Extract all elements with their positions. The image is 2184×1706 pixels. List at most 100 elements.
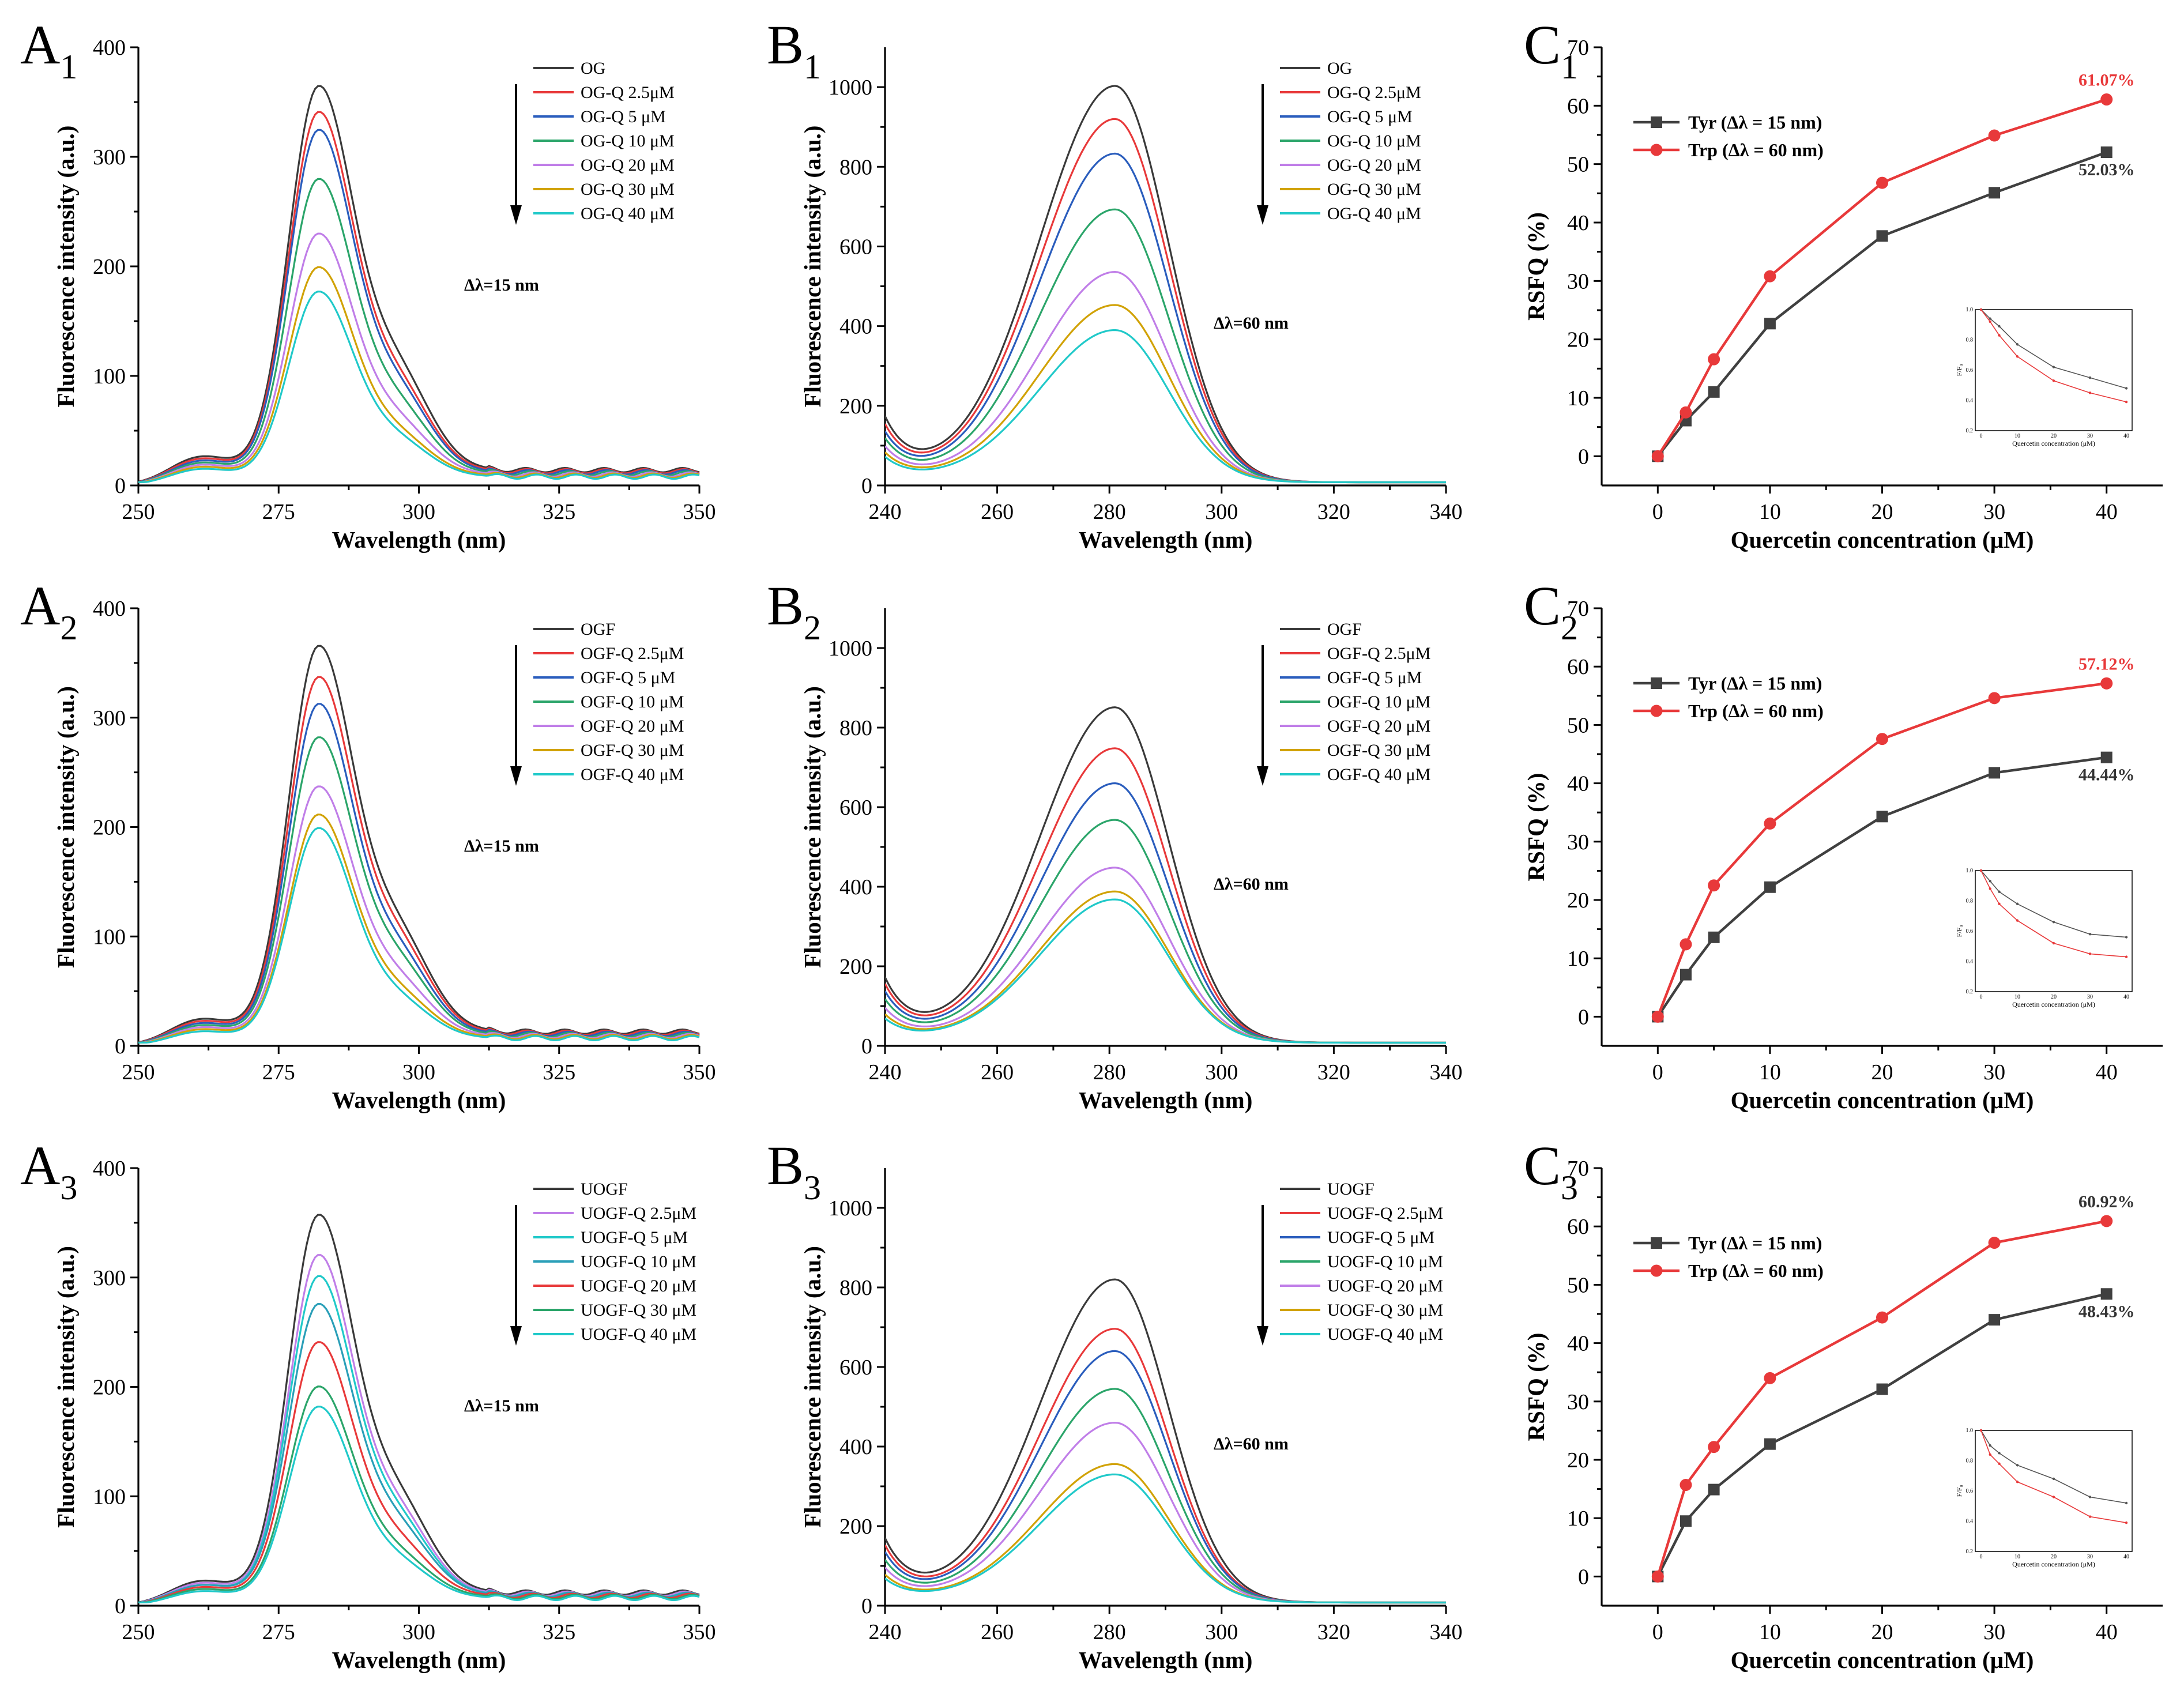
panel-a1: A1 250 275 300 325 350 0 100 200 300 400 Wavelength… xyxy=(20,14,716,553)
inset-point-tyr xyxy=(2088,1496,2092,1498)
legend-label: UOGF xyxy=(581,1180,628,1199)
legend-label: OGF-Q 40 μM xyxy=(581,765,684,784)
y-axis-title: Fluorescence intensity (a.u.) xyxy=(52,1246,79,1528)
series-line-4 xyxy=(138,232,700,483)
series-group xyxy=(885,85,1446,484)
legend-label: Tyr (Δλ = 15 nm) xyxy=(1688,112,1822,133)
tyr-end-label: 48.43% xyxy=(2078,1302,2135,1321)
legend-label: Trp (Δλ = 60 nm) xyxy=(1688,1260,1824,1281)
y-axis-title: RSFQ (%) xyxy=(1523,773,1549,882)
series-line-6 xyxy=(138,827,700,1044)
decrease-arrow-head xyxy=(1257,1326,1268,1346)
legend-label: OGF-Q 40 μM xyxy=(1327,765,1430,784)
panel-b3: B3 240 260 280 300 320 340 0 200 400 600 800 1000 Wav… xyxy=(767,1135,1463,1673)
inset-frame xyxy=(1975,1430,2133,1552)
y-tick-label: 0 xyxy=(115,474,126,498)
x-tick-label: 300 xyxy=(1205,1620,1238,1644)
legend: OG OG-Q 2.5μM OG-Q 5 μM OG-Q 10 μM OG-Q 20 μ… xyxy=(1257,59,1421,225)
x-tick-label: 300 xyxy=(1205,1060,1238,1084)
y-tick-label: 20 xyxy=(1567,328,1589,352)
series-group xyxy=(1651,677,2113,1023)
inset-x-tick-label: 10 xyxy=(2014,994,2020,1000)
inset-y-tick-label: 0.6 xyxy=(1966,1488,1974,1494)
legend-label: UOGF-Q 10 μM xyxy=(581,1252,696,1271)
inset-point-tyr xyxy=(1998,1452,2001,1455)
y-tick-label: 100 xyxy=(93,925,126,949)
y-tick-label: 300 xyxy=(93,145,126,170)
inset-y-tick-label: 0.8 xyxy=(1966,1458,1974,1464)
trp-point xyxy=(1764,817,1776,830)
inset-chart: 0 10 20 30 40 0.2 0.4 0.6 0.8 1.0 Quercetin concen… xyxy=(1955,1428,2133,1568)
legend-marker xyxy=(1650,705,1663,717)
x-tick-label: 275 xyxy=(262,1060,295,1084)
x-tick-label: 10 xyxy=(1759,1620,1781,1644)
inset-point-trp xyxy=(1989,1453,1991,1456)
inset-y-tick-label: 0.2 xyxy=(1966,428,1974,434)
y-tick-label: 0 xyxy=(115,1594,126,1618)
x-tick-label: 30 xyxy=(1983,1060,2005,1084)
y-tick-label: 600 xyxy=(839,1355,872,1380)
legend: OG OG-Q 2.5μM OG-Q 5 μM OG-Q 10 μM OG-Q 20 μ… xyxy=(510,59,675,225)
delta-lambda-annotation: Δλ=60 nm xyxy=(1214,875,1289,894)
inset-point-trp xyxy=(2052,1496,2055,1498)
legend-label: UOGF-Q 20 μM xyxy=(581,1276,696,1295)
legend: OGF OGF-Q 2.5μM OGF-Q 5 μM OGF-Q 10 μM OGF-Q… xyxy=(510,620,684,786)
x-axis-title: Wavelength (nm) xyxy=(1079,1087,1253,1113)
y-tick-label: 1000 xyxy=(829,76,872,100)
y-axis-title: RSFQ (%) xyxy=(1523,212,1549,321)
legend-label: OG-Q 2.5μM xyxy=(1327,83,1421,102)
tyr-point xyxy=(2100,751,2113,763)
inset-point-trp xyxy=(2052,941,2055,945)
x-tick-label: 325 xyxy=(543,1060,575,1084)
inset-point-tyr xyxy=(2125,387,2128,390)
trp-point xyxy=(1680,1479,1692,1492)
y-tick-label: 100 xyxy=(93,364,126,389)
inset-point-trp xyxy=(2125,400,2128,404)
legend-marker xyxy=(1650,1264,1663,1277)
panel-label: B2 xyxy=(767,575,821,647)
legend-label: OGF xyxy=(1327,620,1362,639)
tyr-point xyxy=(2100,146,2113,159)
series-line-6 xyxy=(885,329,1446,484)
inset-x-tick-label: 40 xyxy=(2123,994,2129,1000)
legend-label: OGF-Q 5 μM xyxy=(1327,668,1422,687)
trp-point xyxy=(1708,1441,1720,1453)
inset-point-tyr xyxy=(2052,921,2055,924)
legend: OGF OGF-Q 2.5μM OGF-Q 5 μM OGF-Q 10 μM OGF-Q… xyxy=(1257,620,1430,786)
y-tick-label: 20 xyxy=(1567,888,1589,913)
inset-chart: 0 10 20 30 40 0.2 0.4 0.6 0.8 1.0 Quercetin concen… xyxy=(1955,868,2133,1008)
tyr-point xyxy=(1708,931,1720,943)
y-tick-label: 60 xyxy=(1567,1215,1589,1239)
legend-label: OG-Q 10 μM xyxy=(1327,131,1421,150)
x-axis-title: Wavelength (nm) xyxy=(332,526,506,553)
inset-point-tyr xyxy=(2016,343,2019,346)
y-tick-label: 30 xyxy=(1567,269,1589,293)
x-tick-label: 325 xyxy=(543,1620,575,1644)
tyr-point xyxy=(1989,1314,2001,1326)
x-tick-label: 250 xyxy=(122,500,155,524)
x-tick-label: 240 xyxy=(869,1620,902,1644)
panel-label-sub: 2 xyxy=(60,609,77,647)
y-tick-label: 400 xyxy=(839,875,872,899)
y-tick-label: 0 xyxy=(1578,445,1589,469)
x-axis-title: Quercetin concentration (μM) xyxy=(1731,1647,2034,1673)
y-tick-label: 70 xyxy=(1567,597,1589,621)
legend-label: Trp (Δλ = 60 nm) xyxy=(1688,701,1824,721)
inset-point-trp xyxy=(1979,308,1983,311)
inset-y-tick-label: 1.0 xyxy=(1966,868,1974,874)
x-tick-label: 350 xyxy=(683,1620,716,1644)
inset-point-trp xyxy=(2016,919,2019,922)
inset-point-tyr xyxy=(1998,325,2001,328)
series-line-5 xyxy=(885,1463,1446,1604)
legend-label: OG xyxy=(581,59,605,78)
legend-label: OG-Q 5 μM xyxy=(1327,107,1413,126)
y-tick-label: 200 xyxy=(93,255,126,279)
inset-x-tick-label: 30 xyxy=(2087,1554,2093,1560)
y-tick-label: 50 xyxy=(1567,1273,1589,1297)
y-tick-label: 200 xyxy=(839,394,872,419)
y-tick-label: 600 xyxy=(839,235,872,259)
tyr-point xyxy=(1989,187,2001,199)
inset-point-tyr xyxy=(2052,1477,2055,1481)
y-tick-label: 70 xyxy=(1567,36,1589,60)
inset-x-tick-label: 30 xyxy=(2087,433,2093,439)
